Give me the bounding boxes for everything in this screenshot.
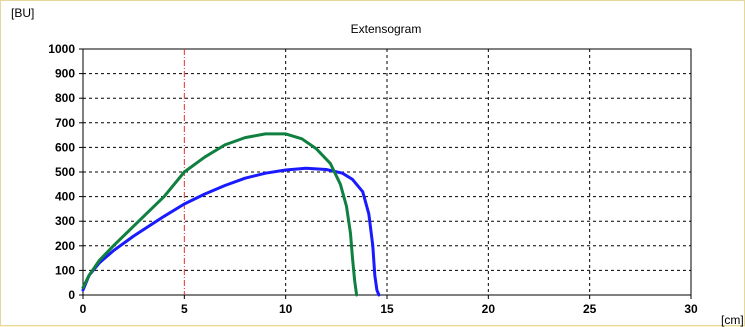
- y-tick-label: 1000: [48, 42, 75, 56]
- series-line-2: [81, 132, 359, 297]
- y-axis-unit: [BU]: [11, 6, 34, 20]
- x-tick-label: 30: [684, 302, 698, 316]
- x-tick-label: 5: [181, 302, 188, 316]
- y-tick-label: 200: [55, 239, 75, 253]
- y-tick-label: 300: [55, 214, 75, 228]
- y-tick-label: 400: [55, 190, 75, 204]
- y-tick-label: 100: [55, 263, 75, 277]
- y-tick-label: 900: [55, 67, 75, 81]
- series-line-1: [81, 166, 381, 297]
- y-tick-label: 600: [55, 140, 75, 154]
- chart-title: Extensogram: [351, 22, 422, 36]
- x-tick-label: 10: [279, 302, 293, 316]
- x-tick-label: 25: [583, 302, 597, 316]
- y-tick-label: 500: [55, 165, 75, 179]
- x-tick-label: 0: [80, 302, 87, 316]
- x-tick-label: 20: [482, 302, 496, 316]
- x-tick-label: 15: [380, 302, 394, 316]
- x-axis-unit: [cm]: [721, 313, 744, 327]
- y-tick-label: 0: [68, 288, 75, 302]
- y-tick-label: 800: [55, 91, 75, 105]
- y-tick-label: 700: [55, 116, 75, 130]
